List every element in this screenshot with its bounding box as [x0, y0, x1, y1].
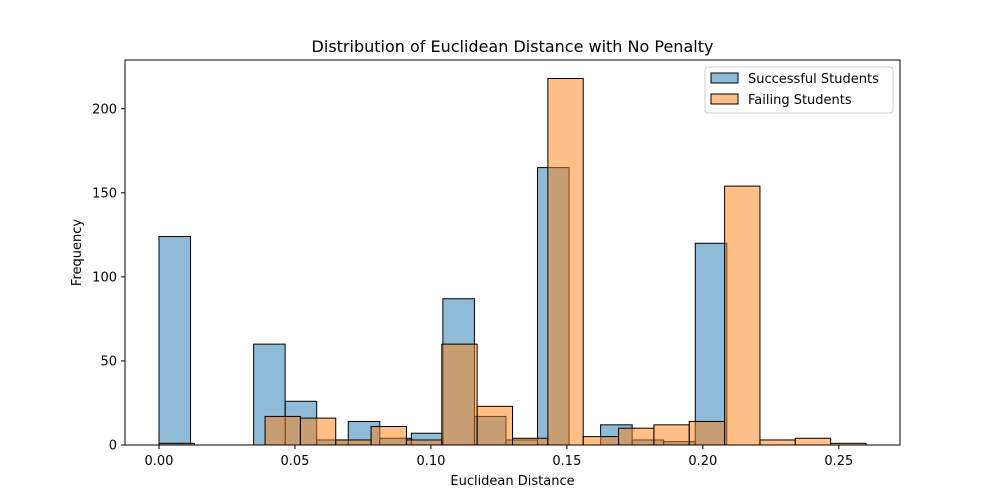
- bar-1-13: [618, 427, 655, 446]
- y-tick-label: 50: [100, 354, 117, 369]
- bar-1-15: [688, 420, 726, 446]
- bar-0-17: [694, 242, 728, 446]
- chart-title: Distribution of Euclidean Distance with …: [312, 37, 714, 56]
- x-tick-label: 0.05: [280, 454, 309, 469]
- x-tick-label: 0.25: [824, 454, 853, 469]
- series-1: [158, 77, 867, 446]
- x-tick-label: 0.00: [145, 454, 174, 469]
- bar-1-17: [759, 439, 796, 446]
- y-tick-label: 150: [92, 186, 117, 201]
- bar-1-11: [547, 77, 584, 446]
- x-tick-label: 0.10: [416, 454, 445, 469]
- y-tick-label: 0: [109, 439, 117, 454]
- bar-1-12: [582, 436, 620, 446]
- bar-1-6: [370, 426, 407, 446]
- legend-swatch-failing: [710, 93, 739, 105]
- bar-1-14: [653, 424, 690, 446]
- legend: Successful Students Failing Students: [704, 66, 894, 114]
- bar-1-8: [441, 343, 478, 446]
- legend-swatch-successful: [710, 72, 739, 84]
- bar-1-10: [512, 437, 549, 446]
- bar-1-7: [405, 439, 443, 446]
- bars-layer: [158, 77, 867, 446]
- x-axis-label: Euclidean Distance: [450, 474, 574, 489]
- bar-1-18: [794, 437, 832, 446]
- legend-label-failing: Failing Students: [748, 93, 852, 108]
- y-tick-label: 100: [92, 270, 117, 285]
- x-tick-label: 0.15: [552, 454, 581, 469]
- bar-1-5: [335, 439, 372, 446]
- bar-0-0: [158, 236, 192, 446]
- x-tick-label: 0.20: [688, 454, 717, 469]
- bar-1-9: [476, 405, 513, 446]
- bar-1-16: [724, 185, 761, 446]
- plot-frame: [124, 59, 901, 446]
- bar-1-4: [299, 417, 337, 446]
- x-axis: 0.00 0.05 0.10 0.15 0.20 0.25: [145, 445, 853, 469]
- y-axis-label: Frequency: [70, 219, 85, 286]
- legend-frame: [704, 66, 894, 114]
- bar-1-3: [264, 415, 301, 446]
- y-tick-label: 200: [92, 102, 117, 117]
- legend-label-successful: Successful Students: [748, 72, 879, 87]
- y-axis: 0 50 100 150 200: [92, 102, 125, 454]
